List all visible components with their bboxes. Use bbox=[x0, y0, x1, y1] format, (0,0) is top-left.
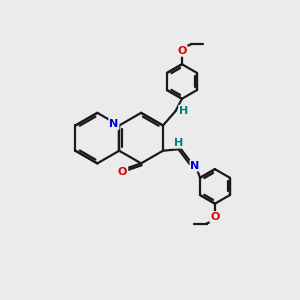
Text: N: N bbox=[190, 160, 200, 171]
Text: H: H bbox=[174, 138, 183, 148]
Text: O: O bbox=[210, 212, 220, 222]
Text: O: O bbox=[177, 46, 187, 56]
Text: O: O bbox=[118, 167, 127, 177]
Text: H: H bbox=[179, 106, 188, 116]
Text: N: N bbox=[109, 119, 119, 129]
